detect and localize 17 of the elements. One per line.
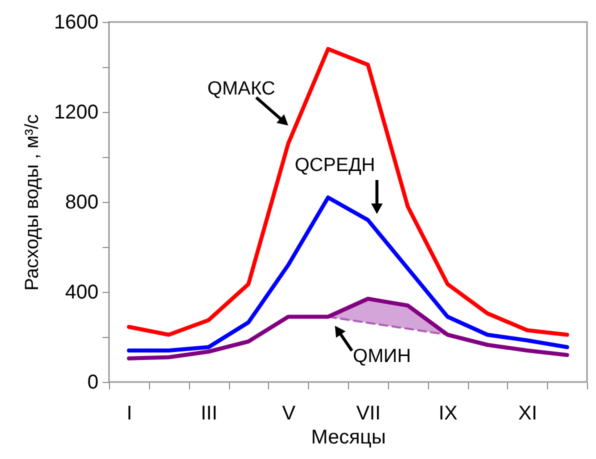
- x-tick-label: V: [282, 402, 296, 424]
- y-axis-title: Расходы воды , м³/с: [22, 114, 44, 291]
- y-tick-label: 400: [65, 282, 98, 304]
- y-tick-label: 1600: [54, 12, 98, 34]
- series-label: QСРЕДН: [294, 155, 376, 176]
- series-label: QМАКС: [207, 78, 276, 100]
- line-series: [126, 47, 570, 337]
- series-label: QМИН: [352, 346, 411, 367]
- x-tick-label: XI: [518, 402, 538, 424]
- x-tick-label: VII: [356, 402, 381, 424]
- x-axis-title: Месяцы: [311, 426, 386, 448]
- x-tick-label: III: [200, 402, 218, 424]
- y-tick-label: 1200: [54, 102, 98, 124]
- y-tick-label: 0: [87, 372, 98, 394]
- x-tick-label: IX: [438, 402, 458, 424]
- x-tick-label: I: [126, 402, 132, 424]
- y-tick-label: 800: [65, 192, 98, 214]
